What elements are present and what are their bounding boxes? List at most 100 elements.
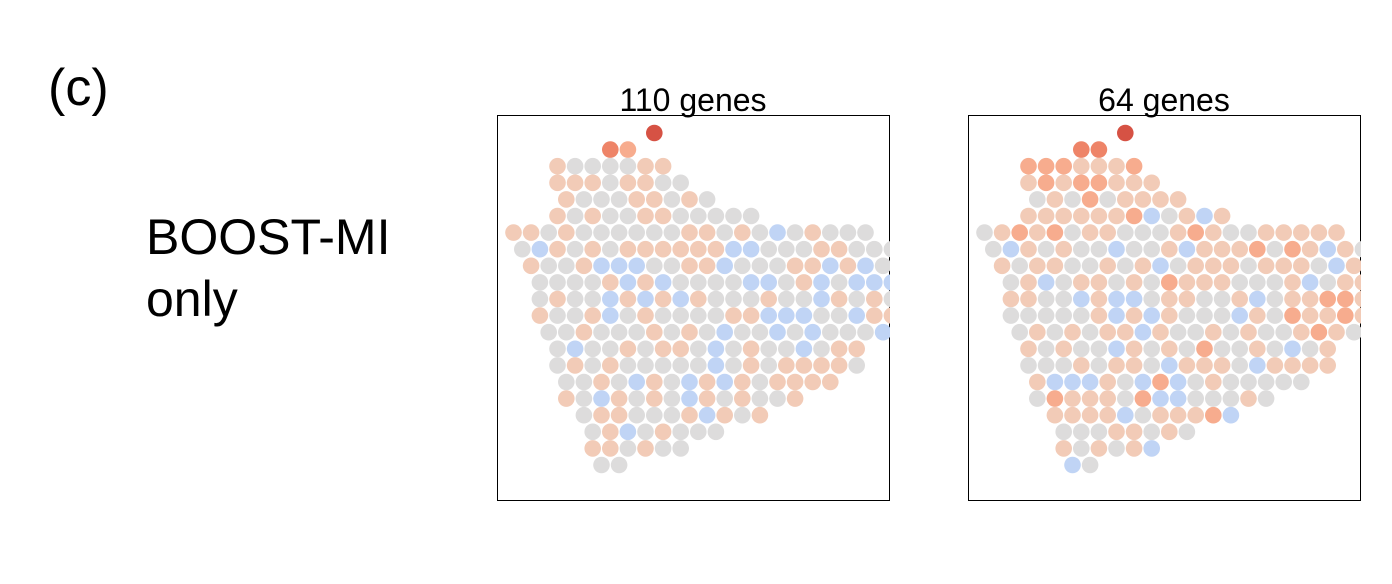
spot <box>1090 357 1108 374</box>
spot <box>1187 373 1204 391</box>
spot <box>646 257 663 275</box>
spot <box>672 174 689 192</box>
spot <box>1134 390 1152 407</box>
spot <box>742 357 760 374</box>
spot <box>1301 340 1319 358</box>
spot <box>1275 224 1292 241</box>
spot <box>1196 207 1213 225</box>
spot <box>848 357 865 374</box>
spot <box>1161 423 1178 441</box>
spot <box>707 340 725 358</box>
spot <box>593 390 610 407</box>
spot <box>734 406 751 424</box>
spot <box>1073 240 1090 258</box>
spot <box>558 191 575 208</box>
spot <box>1169 257 1187 275</box>
spot <box>1055 174 1072 192</box>
spot <box>795 340 813 358</box>
spot <box>1169 191 1187 208</box>
spot <box>1213 307 1231 324</box>
spot <box>619 340 637 358</box>
spot <box>1081 257 1099 275</box>
spot <box>1205 257 1222 275</box>
spot <box>1293 224 1310 241</box>
spot <box>1143 307 1160 324</box>
spot <box>1125 240 1143 258</box>
spot <box>1337 290 1354 308</box>
spot <box>1081 323 1099 341</box>
spot <box>1011 257 1028 275</box>
spot <box>795 307 813 324</box>
spot <box>690 240 707 258</box>
spot <box>1073 340 1090 358</box>
spot <box>1134 323 1152 341</box>
spot <box>1169 406 1187 424</box>
spot <box>1125 340 1143 358</box>
spot <box>1055 157 1072 175</box>
spot <box>976 224 993 241</box>
spot <box>769 373 786 391</box>
spot <box>1037 357 1055 374</box>
spot <box>1231 307 1248 324</box>
spot <box>804 257 821 275</box>
spot <box>663 390 681 407</box>
spot <box>619 174 637 192</box>
spot <box>610 406 628 424</box>
spot <box>1161 240 1178 258</box>
spot <box>1108 290 1125 308</box>
spot <box>628 257 645 275</box>
spot <box>663 224 681 241</box>
spot <box>1108 157 1125 175</box>
spot <box>786 390 804 407</box>
spot <box>663 191 681 208</box>
spot <box>698 224 716 241</box>
spot <box>654 440 672 457</box>
spot <box>672 307 689 324</box>
spot <box>1187 224 1204 241</box>
spot <box>839 224 857 241</box>
spot <box>874 257 890 275</box>
spot <box>602 174 619 192</box>
spot <box>1055 290 1072 308</box>
spot <box>1178 274 1196 291</box>
spot <box>1090 423 1108 441</box>
spot <box>866 274 883 291</box>
spot <box>1046 257 1064 275</box>
spot <box>593 323 610 341</box>
spot <box>839 323 857 341</box>
spot <box>1002 290 1020 308</box>
spot <box>619 141 637 158</box>
spot <box>1090 207 1108 225</box>
spot <box>1328 323 1345 341</box>
spot <box>1073 274 1090 291</box>
spot <box>985 240 1002 258</box>
spot <box>584 340 601 358</box>
spot <box>1257 390 1275 407</box>
spot <box>786 224 804 241</box>
spot <box>1143 357 1160 374</box>
spot <box>1064 224 1081 241</box>
spot <box>778 357 795 374</box>
spot <box>1037 307 1055 324</box>
spot <box>1205 224 1222 241</box>
spot <box>593 191 610 208</box>
spot <box>725 340 742 358</box>
spot <box>1125 423 1143 441</box>
spot <box>1293 323 1310 341</box>
spot <box>654 157 672 175</box>
spot <box>769 390 786 407</box>
spot <box>1081 456 1099 474</box>
spot <box>558 224 575 241</box>
spot <box>1301 290 1319 308</box>
spot <box>1222 257 1240 275</box>
spot <box>654 174 672 192</box>
spot <box>602 207 619 225</box>
spot <box>813 357 830 374</box>
spot <box>654 290 672 308</box>
spot <box>540 224 557 241</box>
spot <box>1161 274 1178 291</box>
spot <box>1345 323 1361 341</box>
spot <box>848 274 865 291</box>
spot <box>584 274 601 291</box>
spot <box>1222 373 1240 391</box>
